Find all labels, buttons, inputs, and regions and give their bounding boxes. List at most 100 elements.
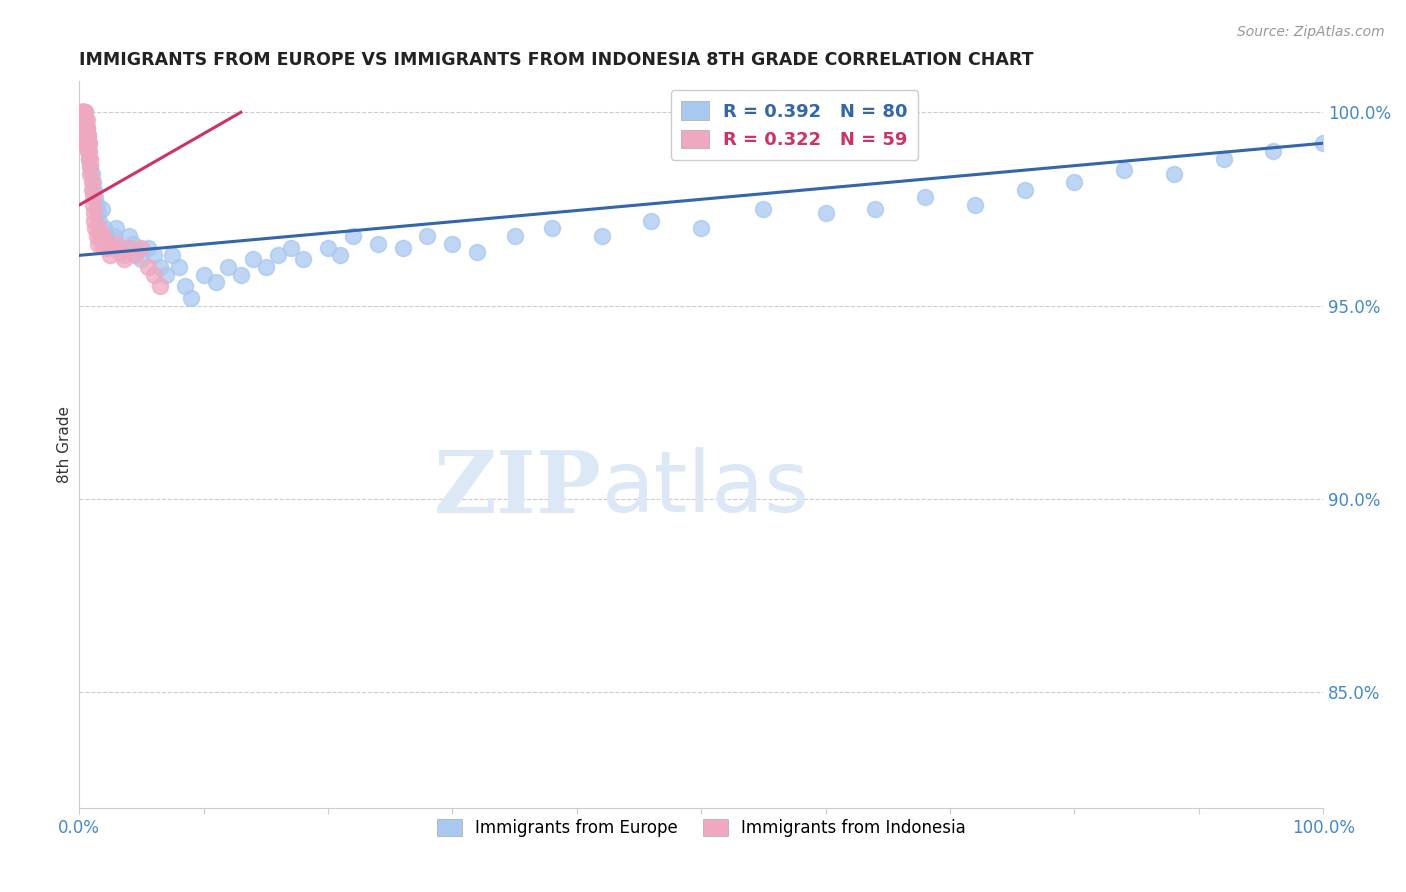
Point bbox=[76, 144, 98, 158]
Point bbox=[108, 244, 131, 259]
Point bbox=[76, 144, 98, 158]
Point bbox=[75, 113, 97, 128]
Point bbox=[72, 105, 94, 120]
Text: ZIP: ZIP bbox=[434, 447, 602, 531]
Point bbox=[76, 128, 98, 143]
Point bbox=[96, 229, 118, 244]
Point bbox=[73, 120, 96, 135]
Point bbox=[69, 105, 91, 120]
Point bbox=[73, 120, 96, 135]
Point bbox=[72, 113, 94, 128]
Point bbox=[70, 105, 93, 120]
Point bbox=[914, 190, 936, 204]
Point bbox=[391, 241, 413, 255]
Point bbox=[316, 241, 339, 255]
Point bbox=[83, 213, 105, 227]
Point bbox=[416, 229, 439, 244]
Point bbox=[90, 202, 112, 216]
Legend: Immigrants from Europe, Immigrants from Indonesia: Immigrants from Europe, Immigrants from … bbox=[430, 813, 973, 844]
Point bbox=[367, 236, 389, 251]
Point bbox=[112, 252, 135, 267]
Point bbox=[76, 120, 98, 135]
Point bbox=[814, 206, 837, 220]
Point bbox=[103, 229, 125, 244]
Point bbox=[90, 236, 112, 251]
Point bbox=[865, 202, 887, 216]
Point bbox=[73, 105, 96, 120]
Point bbox=[76, 120, 98, 135]
Point bbox=[96, 241, 118, 255]
Point bbox=[105, 221, 128, 235]
Point bbox=[87, 206, 110, 220]
Point bbox=[77, 136, 100, 151]
Point bbox=[80, 167, 103, 181]
Text: atlas: atlas bbox=[602, 447, 810, 530]
Point bbox=[131, 241, 153, 255]
Point bbox=[75, 136, 97, 151]
Point bbox=[1312, 136, 1334, 151]
Point bbox=[142, 268, 165, 282]
Point bbox=[69, 113, 91, 128]
Point bbox=[82, 198, 104, 212]
Point bbox=[76, 136, 98, 151]
Point bbox=[173, 279, 195, 293]
Point bbox=[205, 276, 228, 290]
Point bbox=[69, 105, 91, 120]
Point bbox=[82, 190, 104, 204]
Point bbox=[76, 128, 98, 143]
Point bbox=[591, 229, 613, 244]
Point bbox=[465, 244, 488, 259]
Point bbox=[72, 120, 94, 135]
Point bbox=[83, 183, 105, 197]
Point bbox=[752, 202, 775, 216]
Point bbox=[254, 260, 277, 274]
Point bbox=[229, 268, 252, 282]
Point bbox=[180, 291, 202, 305]
Point bbox=[76, 128, 98, 143]
Point bbox=[342, 229, 364, 244]
Point bbox=[121, 236, 143, 251]
Point bbox=[70, 105, 93, 120]
Text: IMMIGRANTS FROM EUROPE VS IMMIGRANTS FROM INDONESIA 8TH GRADE CORRELATION CHART: IMMIGRANTS FROM EUROPE VS IMMIGRANTS FRO… bbox=[79, 51, 1033, 69]
Point bbox=[118, 229, 141, 244]
Point bbox=[87, 213, 110, 227]
Point bbox=[1014, 183, 1036, 197]
Point bbox=[112, 248, 135, 262]
Point bbox=[86, 229, 108, 244]
Point bbox=[72, 128, 94, 143]
Point bbox=[98, 248, 121, 262]
Point bbox=[77, 136, 100, 151]
Point bbox=[640, 213, 662, 227]
Point bbox=[217, 260, 239, 274]
Point bbox=[93, 229, 115, 244]
Point bbox=[87, 221, 110, 235]
Point bbox=[87, 236, 110, 251]
Point bbox=[108, 241, 131, 255]
Point bbox=[118, 241, 141, 255]
Point bbox=[72, 105, 94, 120]
Point bbox=[441, 236, 464, 251]
Point bbox=[105, 236, 128, 251]
Point bbox=[98, 236, 121, 251]
Point bbox=[69, 113, 91, 128]
Point bbox=[70, 105, 93, 120]
Point bbox=[131, 252, 153, 267]
Point bbox=[540, 221, 562, 235]
Point bbox=[75, 113, 97, 128]
Point bbox=[77, 144, 100, 158]
Point bbox=[75, 128, 97, 143]
Point bbox=[72, 120, 94, 135]
Point bbox=[83, 206, 105, 220]
Point bbox=[963, 198, 986, 212]
Point bbox=[292, 252, 315, 267]
Point bbox=[125, 244, 148, 259]
Point bbox=[75, 128, 97, 143]
Point bbox=[75, 105, 97, 120]
Point bbox=[73, 113, 96, 128]
Point bbox=[79, 160, 101, 174]
Point bbox=[267, 248, 290, 262]
Point bbox=[1112, 163, 1135, 178]
Point bbox=[1263, 144, 1285, 158]
Point bbox=[149, 260, 172, 274]
Point bbox=[1163, 167, 1185, 181]
